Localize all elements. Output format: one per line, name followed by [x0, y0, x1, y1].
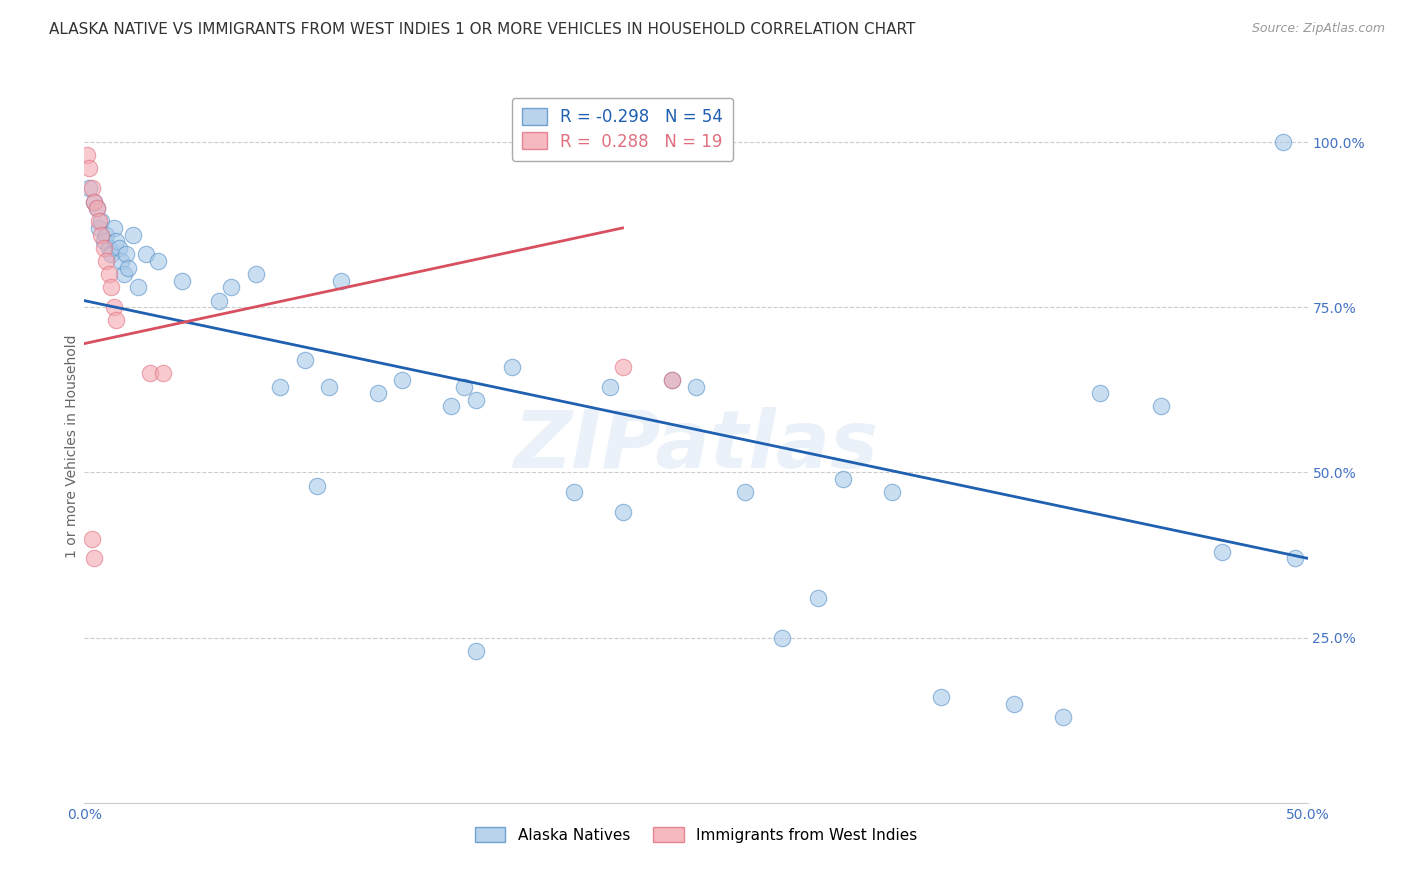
Point	[83, 551, 105, 566]
Point	[734, 485, 756, 500]
Point	[97, 241, 120, 255]
Point	[294, 353, 316, 368]
Point	[86, 201, 108, 215]
Point	[97, 267, 120, 281]
Text: ALASKA NATIVE VS IMMIGRANTS FROM WEST INDIES 1 OR MORE VEHICLES IN HOUSEHOLD COR: ALASKA NATIVE VS IMMIGRANTS FROM WEST IN…	[49, 22, 915, 37]
Point	[562, 485, 585, 500]
Point	[103, 300, 125, 314]
Point	[80, 181, 103, 195]
Point	[122, 227, 145, 242]
Point	[318, 379, 340, 393]
Point	[330, 274, 353, 288]
Point	[831, 472, 853, 486]
Point	[93, 234, 115, 248]
Point	[599, 379, 621, 393]
Point	[77, 181, 100, 195]
Point	[127, 280, 149, 294]
Point	[93, 241, 115, 255]
Point	[661, 373, 683, 387]
Point	[152, 367, 174, 381]
Point	[107, 241, 129, 255]
Point	[880, 485, 903, 500]
Point	[105, 313, 128, 327]
Point	[770, 631, 793, 645]
Point	[1052, 710, 1074, 724]
Point	[391, 373, 413, 387]
Point	[90, 227, 112, 242]
Point	[96, 227, 118, 242]
Point	[440, 400, 463, 414]
Point	[464, 392, 486, 407]
Point	[112, 267, 135, 281]
Point	[1284, 551, 1306, 566]
Point	[80, 532, 103, 546]
Point	[103, 221, 125, 235]
Point	[807, 591, 830, 605]
Point	[661, 373, 683, 387]
Point	[83, 194, 105, 209]
Point	[86, 201, 108, 215]
Point	[612, 359, 634, 374]
Point	[1150, 400, 1173, 414]
Point	[612, 505, 634, 519]
Y-axis label: 1 or more Vehicles in Household: 1 or more Vehicles in Household	[65, 334, 79, 558]
Point	[117, 260, 139, 275]
Point	[929, 690, 952, 704]
Point	[685, 379, 707, 393]
Point	[219, 280, 242, 294]
Point	[208, 293, 231, 308]
Point	[135, 247, 157, 261]
Legend: Alaska Natives, Immigrants from West Indies: Alaska Natives, Immigrants from West Ind…	[468, 821, 924, 848]
Text: ZIPatlas: ZIPatlas	[513, 407, 879, 485]
Point	[367, 386, 389, 401]
Point	[76, 148, 98, 162]
Point	[96, 254, 118, 268]
Point	[90, 214, 112, 228]
Point	[1272, 135, 1295, 149]
Point	[464, 644, 486, 658]
Text: Source: ZipAtlas.com: Source: ZipAtlas.com	[1251, 22, 1385, 36]
Point	[87, 221, 110, 235]
Point	[1211, 545, 1233, 559]
Point	[305, 478, 328, 492]
Point	[139, 367, 162, 381]
Point	[87, 214, 110, 228]
Point	[146, 254, 169, 268]
Point	[269, 379, 291, 393]
Point	[1002, 697, 1025, 711]
Point	[100, 247, 122, 261]
Point	[105, 234, 128, 248]
Point	[453, 379, 475, 393]
Point	[502, 359, 524, 374]
Point	[115, 247, 138, 261]
Point	[110, 254, 132, 268]
Point	[83, 194, 105, 209]
Point	[172, 274, 194, 288]
Point	[245, 267, 267, 281]
Point	[100, 280, 122, 294]
Point	[1088, 386, 1111, 401]
Point	[77, 161, 100, 176]
